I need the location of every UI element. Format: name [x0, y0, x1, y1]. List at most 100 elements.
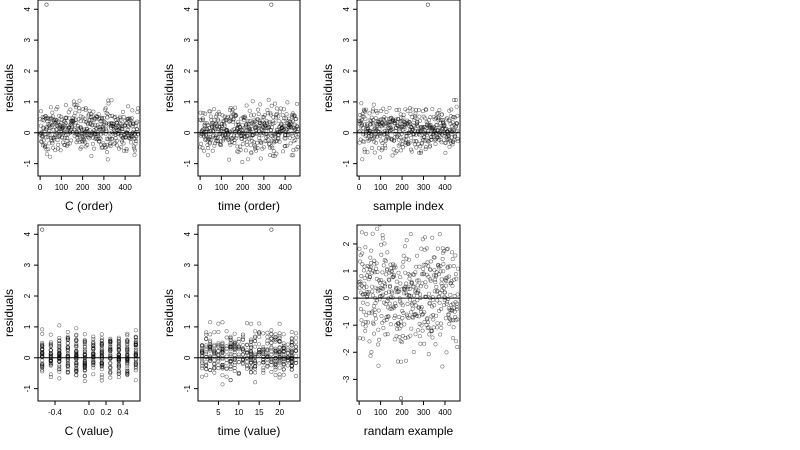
data-point: [121, 114, 126, 119]
data-point: [78, 114, 83, 119]
data-point: [99, 340, 104, 345]
data-point: [452, 215, 455, 218]
data-point: [418, 341, 423, 346]
data-point: [452, 277, 457, 282]
data-point: [236, 345, 241, 350]
data-point: [273, 372, 278, 377]
data-point: [372, 258, 377, 263]
data-point: [212, 342, 217, 347]
data-point: [72, 127, 77, 132]
data-point: [366, 291, 371, 296]
x-tick-label: 100: [374, 408, 388, 417]
y-axis-title: residuals: [321, 64, 335, 112]
data-point: [40, 369, 45, 374]
data-point: [375, 226, 380, 231]
data-point: [265, 363, 270, 368]
data-point: [413, 303, 418, 308]
data-point: [212, 366, 217, 371]
data-point: [430, 295, 435, 300]
data-point: [74, 360, 79, 365]
data-point: [121, 141, 126, 146]
x-tick-label: 400: [438, 183, 452, 192]
data-point: [73, 117, 78, 122]
data-point: [433, 280, 438, 285]
data-point: [232, 331, 237, 336]
data-point: [64, 115, 69, 120]
data-point: [116, 337, 121, 342]
data-point: [377, 155, 382, 160]
data-point: [270, 125, 275, 130]
data-point: [202, 126, 207, 131]
data-point: [271, 153, 276, 158]
data-point: [375, 134, 380, 139]
data-point: [40, 343, 45, 348]
data-point: [289, 153, 294, 158]
y-tick-label: 1: [23, 324, 32, 329]
outlier-point: [269, 2, 274, 7]
data-point: [268, 112, 273, 117]
data-point: [403, 138, 408, 143]
points-group: [200, 227, 298, 387]
data-point: [249, 351, 254, 356]
data-point: [269, 346, 274, 351]
data-point: [290, 119, 295, 124]
data-point: [224, 349, 229, 354]
data-point: [357, 129, 362, 134]
data-point: [384, 317, 389, 322]
data-point: [212, 351, 217, 356]
data-point: [60, 124, 65, 129]
data-point: [264, 120, 269, 125]
data-point: [208, 347, 213, 352]
data-point: [125, 353, 130, 358]
data-point: [400, 308, 405, 313]
data-point: [394, 279, 399, 284]
data-point: [216, 349, 221, 354]
data-point: [261, 358, 266, 363]
data-point: [426, 139, 431, 144]
data-point: [404, 281, 409, 286]
data-point: [82, 374, 87, 379]
data-point: [240, 160, 245, 165]
data-point: [438, 321, 443, 326]
data-point: [410, 301, 415, 306]
data-point: [245, 366, 250, 371]
data-point: [277, 338, 282, 343]
data-point: [439, 307, 444, 312]
plot-frame: [356, 0, 461, 177]
data-point: [48, 332, 53, 337]
data-point: [369, 284, 374, 289]
points-group: [357, 215, 460, 401]
data-point: [442, 123, 447, 128]
data-point: [40, 367, 45, 372]
x-tick-label: 0: [38, 183, 43, 192]
data-point: [48, 372, 53, 377]
data-point: [280, 149, 285, 154]
data-point: [133, 337, 138, 342]
data-point: [91, 361, 96, 366]
data-point: [454, 307, 459, 312]
data-point: [64, 116, 69, 121]
data-point: [129, 116, 134, 121]
data-point: [378, 285, 383, 290]
x-tick-label: 200: [395, 183, 409, 192]
data-point: [203, 111, 208, 116]
data-point: [128, 122, 133, 127]
data-point: [99, 332, 104, 337]
data-point: [206, 146, 211, 151]
data-point: [220, 382, 225, 387]
data-point: [424, 284, 429, 289]
data-point: [361, 268, 366, 273]
data-point: [277, 345, 282, 350]
data-point: [401, 112, 406, 117]
residual-panel-5: -1 0 1 2 3 4 5 10 15 20 time (value) residuals: [162, 224, 301, 438]
data-point: [243, 148, 248, 153]
plot-frame: [37, 224, 141, 402]
data-point: [373, 116, 378, 121]
data-point: [361, 336, 366, 341]
data-point: [236, 354, 241, 359]
x-tick-label: 400: [438, 408, 452, 417]
data-point: [393, 265, 398, 270]
data-point: [285, 342, 290, 347]
data-point: [247, 108, 252, 113]
data-point: [415, 283, 420, 288]
